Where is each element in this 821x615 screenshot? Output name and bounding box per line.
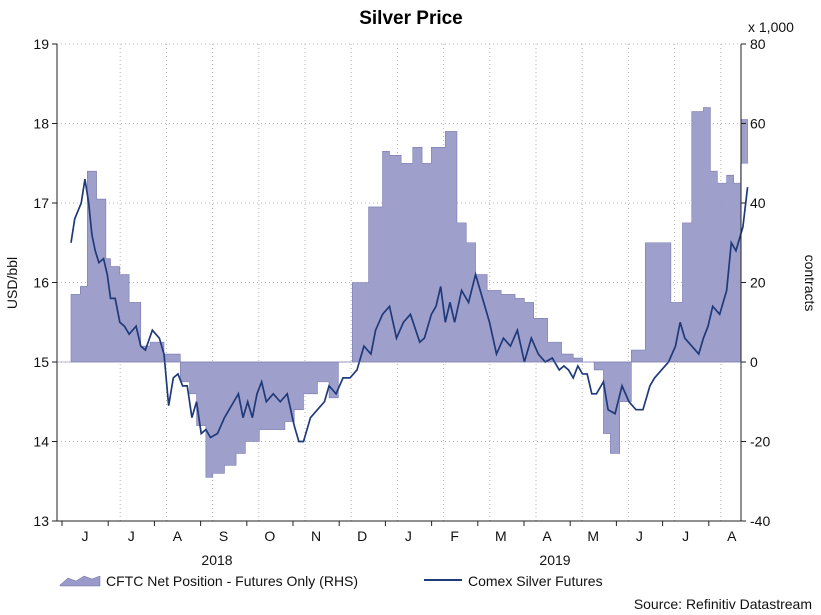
y2-tick-label: -20 <box>750 434 770 450</box>
x-month-label: A <box>173 528 183 544</box>
legend-area-swatch <box>59 575 101 587</box>
x-month-label: J <box>405 528 412 544</box>
silver-futures-line-layer <box>70 179 749 443</box>
x-month-label: M <box>495 528 507 544</box>
tick-labels: 13 14 15 16 17 18 19 -40 -20 0 20 40 60 80 J J A S O N D J F M A… <box>33 36 770 568</box>
y2-tick-label: -40 <box>750 513 770 529</box>
y2-tick-label: 20 <box>750 275 766 291</box>
y2-tick-label: 60 <box>750 116 766 132</box>
legend: CFTC Net Position - Futures Only (RHS) C… <box>59 573 603 589</box>
net-position-area <box>70 107 748 478</box>
y2-axis-label: contracts <box>802 255 818 312</box>
x-month-label: M <box>587 528 599 544</box>
net-position-area-layer <box>70 107 748 478</box>
y2-multiplier-label: x 1,000 <box>748 19 794 35</box>
x-month-label: A <box>542 528 552 544</box>
x-month-label: A <box>727 528 737 544</box>
y-tick-label: 14 <box>33 434 49 450</box>
x-year-label: 2018 <box>201 552 232 568</box>
chart-title: Silver Price <box>359 8 463 29</box>
y-tick-label: 18 <box>33 116 49 132</box>
y2-tick-label: 40 <box>750 195 766 211</box>
source-note: Source: Refinitiv Datastream <box>634 596 812 612</box>
legend-area-label: CFTC Net Position - Futures Only (RHS) <box>106 573 358 589</box>
silver-futures-line <box>70 179 749 443</box>
x-month-label: O <box>264 528 275 544</box>
x-year-label: 2019 <box>539 552 570 568</box>
x-month-label: J <box>636 528 643 544</box>
x-month-label: S <box>219 528 228 544</box>
x-month-label: N <box>311 528 321 544</box>
x-month-label: D <box>357 528 367 544</box>
y-tick-label: 16 <box>33 275 49 291</box>
x-month-label: F <box>450 528 459 544</box>
legend-line-label: Comex Silver Futures <box>468 573 603 589</box>
y-tick-label: 15 <box>33 354 49 370</box>
x-month-label: J <box>682 528 689 544</box>
y2-tick-label: 0 <box>750 354 758 370</box>
y-tick-label: 13 <box>33 513 49 529</box>
x-month-label: J <box>128 528 135 544</box>
y2-tick-label: 80 <box>750 36 766 52</box>
y-tick-label: 19 <box>33 36 49 52</box>
x-month-label: J <box>82 528 89 544</box>
y-axis-label: USD/bbl <box>4 257 20 309</box>
axes <box>52 43 746 526</box>
y-tick-label: 17 <box>33 195 49 211</box>
